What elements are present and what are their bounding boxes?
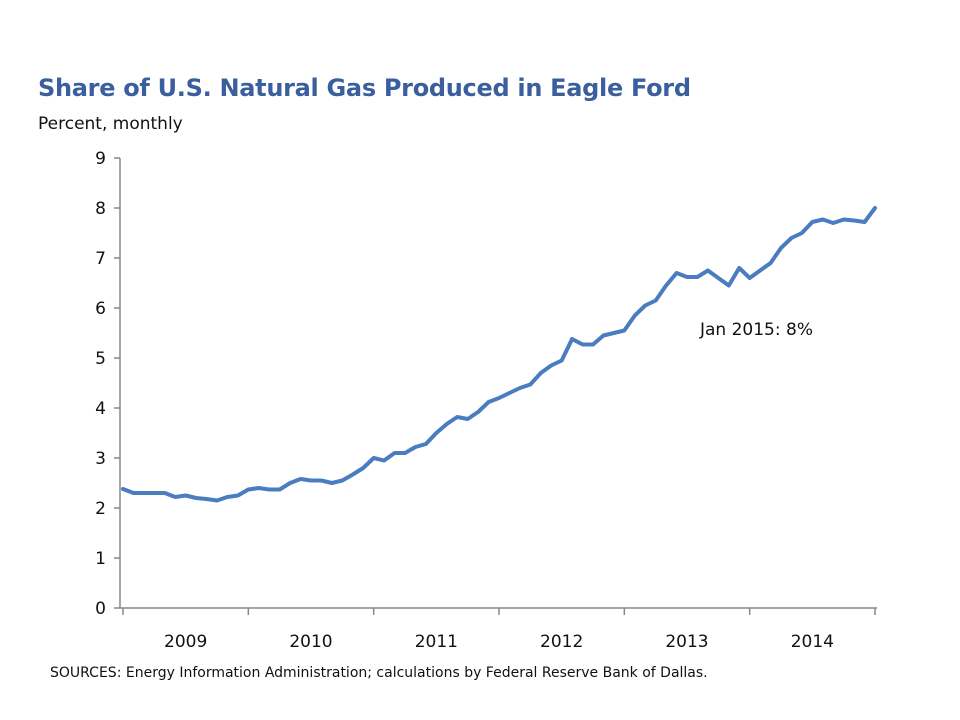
y-tick-label: 9 (95, 149, 106, 169)
y-tick-label: 4 (95, 399, 106, 419)
chart-subtitle: Percent, monthly (38, 114, 183, 134)
y-tick-label: 2 (95, 499, 106, 519)
x-tick-label: 2011 (415, 632, 458, 652)
x-tick-label: 2014 (791, 632, 834, 652)
y-tick-label: 7 (95, 249, 106, 269)
series-line (121, 206, 877, 503)
annotation-label: Jan 2015: 8% (699, 320, 813, 340)
y-tick-label: 3 (95, 449, 106, 469)
y-tick-label: 5 (95, 349, 106, 369)
y-tick-label: 8 (95, 199, 106, 219)
x-tick-label: 2009 (164, 632, 207, 652)
x-tick-label: 2013 (665, 632, 708, 652)
x-tick-label: 2012 (540, 632, 583, 652)
y-tick-label: 0 (95, 599, 106, 619)
y-tick-label: 6 (95, 299, 106, 319)
x-tick-label: 2010 (289, 632, 332, 652)
chart-title: Share of U.S. Natural Gas Produced in Ea… (38, 74, 691, 102)
source-note: SOURCES: Energy Information Administrati… (50, 665, 708, 681)
y-tick-label: 1 (95, 549, 106, 569)
